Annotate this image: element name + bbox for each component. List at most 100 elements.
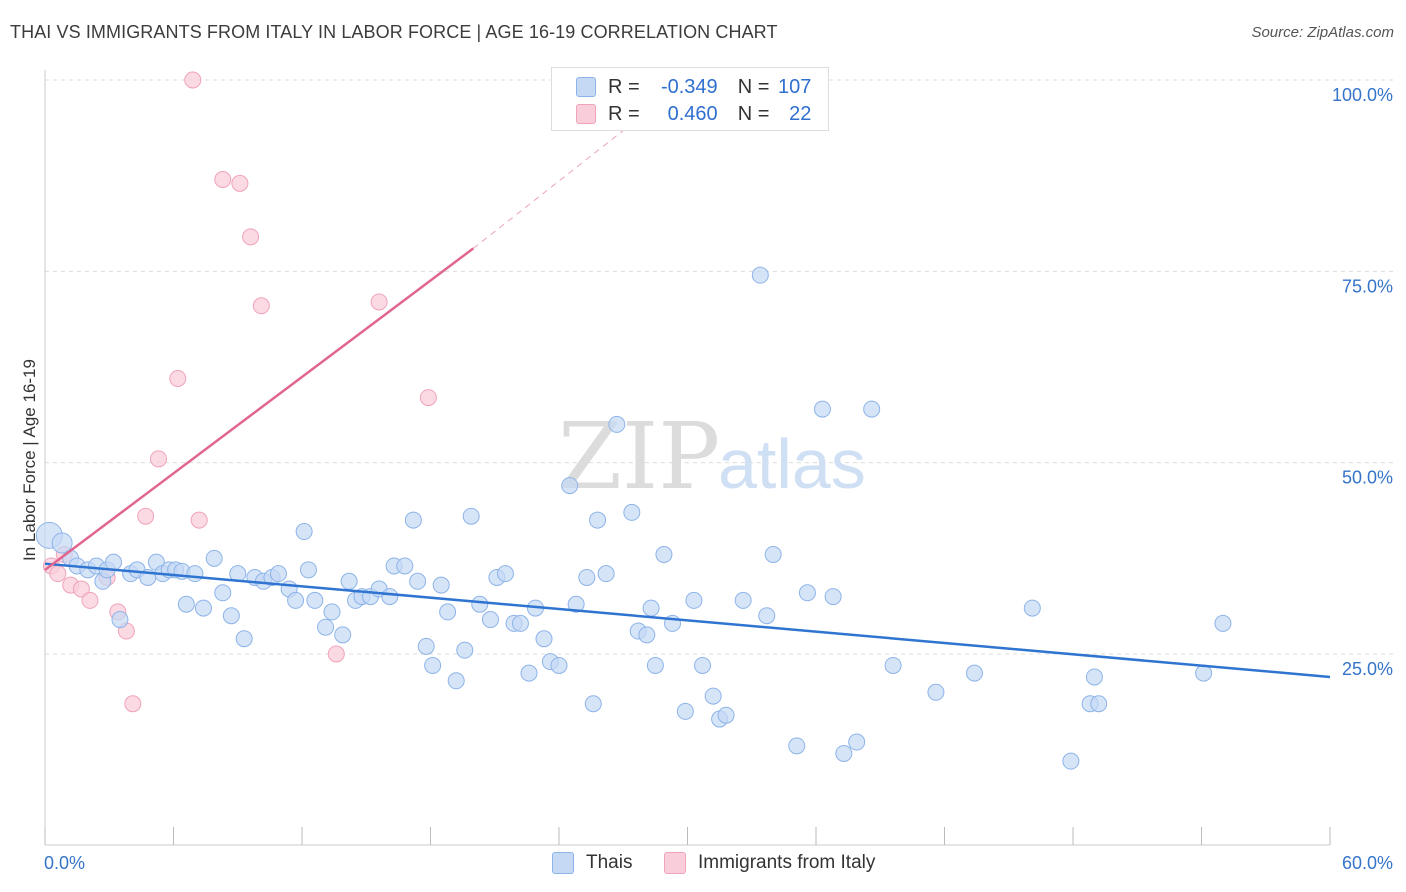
legend-italy-label: Immigrants from Italy — [698, 852, 876, 873]
thais-point — [693, 656, 711, 674]
italy-point — [252, 297, 270, 315]
italy-point — [190, 511, 208, 529]
thais-point — [646, 656, 664, 674]
thais-point — [111, 611, 129, 629]
tick-labels: 25.0% 50.0% 75.0% 100.0% 0.0% 60.0% — [44, 85, 1393, 873]
italy-point — [72, 580, 90, 598]
thais-point — [214, 584, 232, 602]
legend-italy-swatch — [664, 852, 686, 874]
thais-point — [608, 415, 626, 433]
thais-point — [396, 557, 414, 575]
thais-points — [35, 266, 1232, 770]
trend-lines — [44, 121, 1331, 679]
thais-n-label: N = — [737, 75, 770, 98]
thais-point — [884, 656, 902, 674]
thais-point — [1062, 752, 1080, 770]
thais-point — [456, 641, 474, 659]
italy-point — [370, 293, 388, 311]
thais-point — [589, 511, 607, 529]
italy-point — [231, 174, 249, 192]
italy-point — [184, 71, 202, 89]
italy-n-value: 22 — [789, 102, 812, 125]
thais-point — [704, 687, 722, 705]
thais-point — [381, 588, 399, 606]
thais-point — [432, 576, 450, 594]
thais-point — [323, 603, 341, 621]
thais-point — [927, 683, 945, 701]
legend-row-thais: R = -0.349 N = 107 — [576, 76, 811, 98]
thais-point — [642, 599, 660, 617]
thais-r-label: R = — [608, 75, 640, 98]
thais-point — [535, 630, 553, 648]
thais-point — [758, 607, 776, 625]
thais-point — [269, 565, 287, 583]
italy-point — [49, 565, 67, 583]
thais-trend-line — [44, 562, 1331, 679]
x-tick-label: 60.0% — [1342, 853, 1393, 873]
thais-point — [462, 507, 480, 525]
watermark: ZIP atlas — [558, 403, 866, 510]
thais-point — [578, 568, 596, 586]
italy-points — [42, 71, 437, 713]
thais-point — [567, 595, 585, 613]
thais-point — [1023, 599, 1041, 617]
italy-swatch — [576, 104, 596, 124]
legend-item-thais: Thais — [552, 852, 632, 874]
y-axis-label: In Labor Force | Age 16-19 — [20, 359, 39, 561]
italy-r-value: 0.460 — [667, 102, 718, 125]
italy-trend-line — [44, 247, 475, 571]
thais-point — [334, 626, 352, 644]
x-tick-label: 0.0% — [44, 853, 85, 873]
thais-r-value: -0.349 — [660, 75, 718, 98]
legend-thais-swatch — [552, 852, 574, 874]
legend-item-italy: Immigrants from Italy — [664, 852, 875, 874]
thais-point — [417, 637, 435, 655]
thais-point — [186, 565, 204, 583]
thais-point — [788, 737, 806, 755]
thais-point — [717, 706, 735, 724]
thais-point — [194, 599, 212, 617]
thais-point — [340, 572, 358, 590]
italy-point — [124, 695, 142, 713]
thais-point — [439, 603, 457, 621]
thais-point — [561, 477, 579, 495]
thais-point — [863, 400, 881, 418]
thais-point — [306, 591, 324, 609]
thais-point — [685, 591, 703, 609]
thais-point — [295, 523, 313, 541]
thais-point — [105, 553, 123, 571]
legend-row-italy: R = 0.460 N = 22 — [576, 103, 811, 125]
y-tick-label: 75.0% — [1342, 276, 1393, 296]
thais-point — [824, 588, 842, 606]
thais-point — [655, 546, 673, 564]
thais-point — [177, 595, 195, 613]
chart-title: THAI VS IMMIGRANTS FROM ITALY IN LABOR F… — [10, 22, 778, 42]
italy-point — [242, 228, 260, 246]
thais-point — [965, 664, 983, 682]
source-note: Source: ZipAtlas.com — [1251, 24, 1394, 41]
italy-r-label: R = — [608, 102, 640, 125]
thais-point — [51, 532, 73, 554]
series-legend: Thais Immigrants from Italy — [0, 852, 1406, 878]
thais-point — [734, 591, 752, 609]
y-tick-label: 50.0% — [1342, 468, 1393, 488]
italy-point — [137, 507, 155, 525]
thais-point — [1085, 668, 1103, 686]
thais-point — [409, 572, 427, 590]
legend-thais-label: Thais — [586, 852, 633, 873]
thais-point — [550, 656, 568, 674]
thais-point — [848, 733, 866, 751]
thais-point — [597, 565, 615, 583]
thais-point — [235, 630, 253, 648]
italy-point — [169, 369, 187, 387]
thais-point — [623, 503, 641, 521]
axes — [44, 70, 1331, 846]
y-tick-label: 100.0% — [1332, 85, 1393, 105]
watermark-atlas: atlas — [718, 425, 866, 503]
stats-legend: R = -0.349 N = 107 R = 0.460 N = 22 — [551, 67, 829, 131]
thais-point — [511, 614, 529, 632]
thais-swatch — [576, 77, 596, 97]
thais-point — [676, 702, 694, 720]
thais-point — [798, 584, 816, 602]
